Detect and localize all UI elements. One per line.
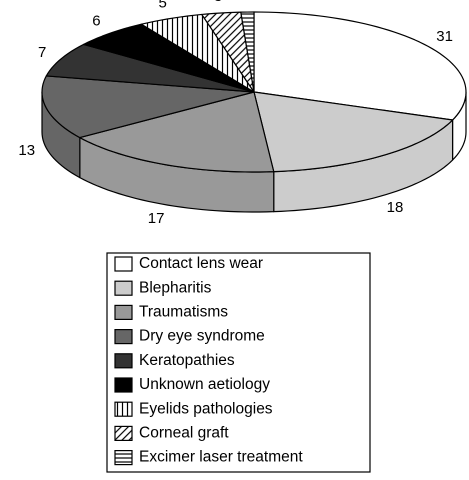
- legend-swatch: [114, 401, 133, 417]
- data-labels: 3118171376531: [18, 0, 453, 227]
- legend-label: Traumatisms: [139, 303, 228, 320]
- legend-label: Keratopathies: [139, 352, 235, 369]
- slice: [79, 91, 275, 173]
- legend: Contact lens wear Blepharitis Traumatisms D…: [106, 252, 371, 473]
- legend-label: Contact lens wear: [139, 255, 263, 272]
- slice: [240, 11, 255, 93]
- legend-swatch: [114, 304, 133, 320]
- legend-box: [106, 252, 371, 473]
- slice: [201, 11, 255, 93]
- legend-label: Unknown aetiology: [139, 376, 270, 393]
- legend-swatch: [114, 425, 133, 441]
- legend-swatch: [114, 256, 133, 272]
- legend-swatch: [114, 353, 133, 369]
- legend-label: Eyelids pathologies: [139, 400, 273, 417]
- data-label: 7: [38, 44, 46, 61]
- pie: [41, 11, 467, 213]
- data-label: 18: [387, 199, 404, 216]
- legend-swatch: [114, 450, 133, 466]
- legend-label: Excimer laser treatment: [139, 449, 303, 466]
- slice: [253, 11, 467, 121]
- legend-label: Corneal graft: [139, 424, 229, 441]
- slice: [45, 43, 255, 93]
- data-label: 5: [159, 0, 167, 12]
- slice: [253, 91, 454, 173]
- slice: [41, 75, 255, 139]
- legend-swatch: [114, 280, 133, 296]
- data-label: 13: [18, 142, 35, 159]
- legend-label: Dry eye syndrome: [139, 328, 265, 345]
- legend-swatch: [114, 377, 133, 393]
- data-label: 3: [214, 0, 222, 5]
- data-label: 1: [243, 0, 251, 4]
- data-label: 31: [436, 28, 453, 45]
- legend-label: Blepharitis: [139, 279, 212, 296]
- slice: [140, 13, 255, 93]
- data-label: 17: [148, 210, 165, 227]
- slice: [83, 23, 255, 93]
- data-label: 6: [92, 12, 100, 29]
- legend-swatch: [114, 329, 133, 345]
